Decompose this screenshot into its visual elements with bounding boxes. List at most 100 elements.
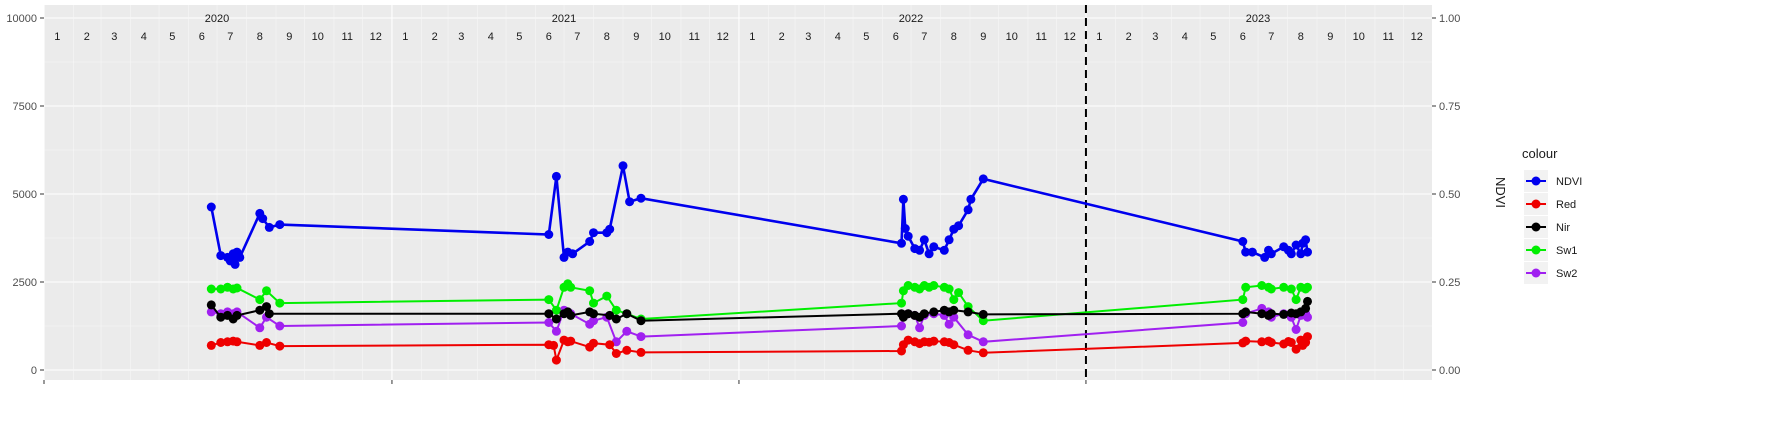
data-point-nir [232,310,242,320]
data-point-nir [622,309,632,319]
data-point-sw2 [551,326,561,336]
legend-label: Sw1 [1556,245,1577,257]
data-point-nir [636,316,646,326]
data-point-red [978,348,988,358]
y2-axis-title: NDVI [1493,177,1508,208]
legend-key-point [1531,199,1541,209]
month-label: 3 [458,31,464,43]
data-point-nir [1279,309,1289,319]
month-label: 4 [488,31,494,43]
data-point-nir [589,309,598,319]
legend-item-nir: Nir [1524,216,1570,238]
month-label: 1 [54,31,60,43]
data-point-nir [262,302,271,312]
data-point-sw1 [1238,295,1248,305]
legend-item-sw1: Sw1 [1524,239,1577,261]
data-point-ndvi [1303,247,1312,257]
data-point-sw1 [1291,295,1301,305]
data-point-red [232,337,242,347]
month-label: 4 [1182,31,1188,43]
data-point-sw1 [566,282,576,292]
series-layer [206,161,1312,365]
data-point-sw1 [929,281,939,290]
data-point-ndvi [915,245,925,255]
y2-tick-label: 0.75 [1439,101,1460,113]
data-point-nir [1301,303,1311,313]
data-point-nir [206,300,216,310]
month-label: 3 [111,31,117,43]
data-point-sw2 [978,337,988,347]
y-tick-label: 5000 [13,189,37,201]
data-point-sw1 [206,284,216,294]
data-point-sw2 [1291,325,1301,334]
legend-key-point [1531,222,1541,232]
data-point-ndvi [929,242,939,252]
data-point-red [275,341,285,351]
month-label: 2 [432,31,438,43]
y-tick-label: 0 [31,365,37,377]
month-label: 11 [342,31,353,43]
data-point-ndvi [900,224,910,233]
month-label: 8 [951,31,957,43]
data-point-ndvi [1238,237,1248,246]
series-red [206,332,1312,365]
data-point-sw2 [944,319,954,329]
data-point-nir [566,310,576,320]
data-point-nir [1241,307,1251,317]
month-label: 1 [749,31,755,43]
month-label: 6 [199,31,205,43]
data-point-ndvi [966,194,976,204]
data-point-sw1 [1303,282,1312,292]
data-point-ndvi [903,231,913,241]
axes: 0 2500 5000 7500 10000 0.00 0.25 0.50 0.75 1.00 [6,13,1460,384]
data-point-ndvi [963,205,973,215]
data-point-sw2 [622,326,632,336]
month-label: 10 [1353,31,1365,43]
month-label: 12 [1064,31,1076,43]
data-point-ndvi [1247,247,1257,257]
month-label: 10 [659,31,671,43]
data-point-ndvi [544,230,554,239]
y2-tick-label: 1.00 [1439,13,1460,25]
data-point-red [1286,338,1296,347]
data-point-ndvi [605,224,615,234]
month-label: 7 [1268,31,1274,43]
legend-item-red: Red [1524,193,1576,215]
data-point-nir [929,307,939,317]
month-label: 2 [779,31,785,43]
month-label: 3 [805,31,811,43]
data-point-sw1 [1266,284,1276,294]
data-point-ndvi [258,214,268,224]
month-label: 5 [516,31,522,43]
month-label: 9 [1327,31,1333,43]
data-point-sw1 [1241,282,1251,292]
y2-tick-label: 0.50 [1439,189,1460,201]
legend-key-point [1531,176,1541,186]
data-point-ndvi [1301,235,1311,245]
month-label: 5 [863,31,869,43]
data-point-ndvi [897,238,906,248]
legend-label: Sw2 [1556,268,1577,280]
y2-tick-label: 0.00 [1439,365,1460,377]
data-point-nir [605,310,615,320]
data-point-ndvi [944,235,954,245]
month-label: 3 [1152,31,1158,43]
month-label: 7 [921,31,927,43]
data-point-ndvi [924,249,934,259]
data-point-ndvi [978,174,988,184]
month-label: 8 [604,31,610,43]
month-label: 5 [169,31,175,43]
data-point-ndvi [585,237,595,246]
month-label: 2 [1126,31,1132,43]
month-label: 12 [1411,31,1423,43]
month-label: 10 [1006,31,1018,43]
data-point-ndvi [954,221,964,231]
data-point-sw2 [1238,318,1248,327]
data-point-nir [949,305,959,315]
data-point-sw1 [262,286,271,296]
data-point-nir [264,309,274,319]
data-point-sw1 [589,298,598,308]
data-point-sw1 [275,298,285,308]
data-point-ndvi [275,220,285,230]
data-point-nir [963,307,973,317]
